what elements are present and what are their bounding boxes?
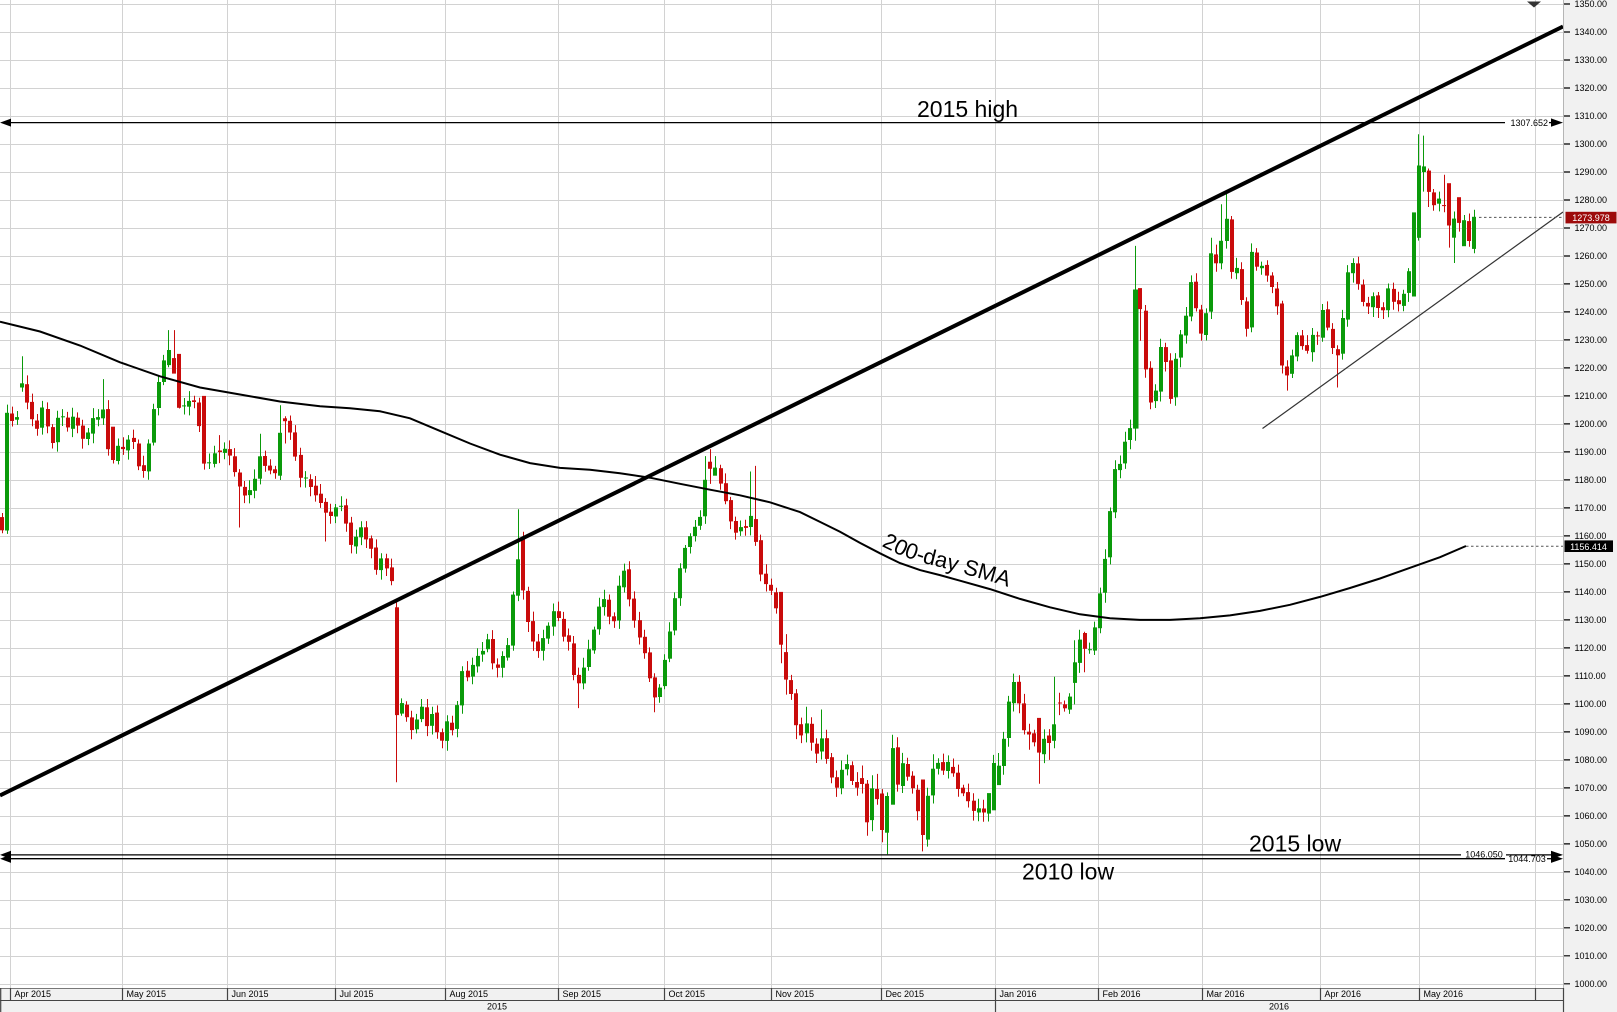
svg-text:Aug 2015: Aug 2015 <box>450 989 489 999</box>
svg-text:2015 low: 2015 low <box>1249 831 1341 857</box>
svg-text:1260.00: 1260.00 <box>1575 251 1608 261</box>
svg-text:Apr 2015: Apr 2015 <box>15 989 52 999</box>
svg-text:1046.050: 1046.050 <box>1465 849 1503 859</box>
svg-text:Sep 2015: Sep 2015 <box>563 989 602 999</box>
svg-text:1273.978: 1273.978 <box>1572 213 1610 223</box>
svg-text:May 2015: May 2015 <box>127 989 167 999</box>
svg-text:1110.00: 1110.00 <box>1575 671 1606 681</box>
svg-text:1040.00: 1040.00 <box>1575 867 1608 877</box>
svg-text:1240.00: 1240.00 <box>1575 307 1608 317</box>
svg-text:1230.00: 1230.00 <box>1575 335 1608 345</box>
svg-text:1280.00: 1280.00 <box>1575 195 1608 205</box>
svg-text:1190.00: 1190.00 <box>1575 447 1607 457</box>
svg-text:1160.00: 1160.00 <box>1575 531 1607 541</box>
svg-text:1270.00: 1270.00 <box>1575 223 1608 233</box>
svg-text:Apr 2016: Apr 2016 <box>1325 989 1362 999</box>
svg-text:1090.00: 1090.00 <box>1575 727 1608 737</box>
svg-text:1020.00: 1020.00 <box>1575 923 1608 933</box>
svg-text:Jun 2015: Jun 2015 <box>232 989 269 999</box>
svg-text:1070.00: 1070.00 <box>1575 783 1608 793</box>
svg-text:1050.00: 1050.00 <box>1575 839 1608 849</box>
svg-text:1010.00: 1010.00 <box>1575 951 1608 961</box>
svg-text:1000.00: 1000.00 <box>1575 979 1608 989</box>
svg-text:1200.00: 1200.00 <box>1575 419 1608 429</box>
svg-text:1250.00: 1250.00 <box>1575 279 1608 289</box>
svg-text:1156.414: 1156.414 <box>1570 542 1607 552</box>
svg-text:1300.00: 1300.00 <box>1575 139 1608 149</box>
svg-text:1044.703: 1044.703 <box>1508 854 1546 864</box>
svg-text:1340.00: 1340.00 <box>1575 27 1608 37</box>
svg-text:Jan 2016: Jan 2016 <box>1000 989 1037 999</box>
svg-text:Jul 2015: Jul 2015 <box>340 989 374 999</box>
svg-text:1060.00: 1060.00 <box>1575 811 1608 821</box>
svg-text:2015 high: 2015 high <box>917 96 1018 122</box>
svg-text:1350.00: 1350.00 <box>1575 0 1608 9</box>
svg-text:1307.652: 1307.652 <box>1510 118 1548 128</box>
svg-text:1220.00: 1220.00 <box>1575 363 1608 373</box>
svg-text:1210.00: 1210.00 <box>1575 391 1608 401</box>
svg-text:1310.00: 1310.00 <box>1575 111 1608 121</box>
svg-text:1080.00: 1080.00 <box>1575 755 1608 765</box>
svg-text:Nov 2015: Nov 2015 <box>776 989 815 999</box>
svg-text:1140.00: 1140.00 <box>1575 587 1607 597</box>
svg-text:2015: 2015 <box>487 1002 507 1012</box>
svg-text:Oct 2015: Oct 2015 <box>669 989 706 999</box>
svg-text:May 2016: May 2016 <box>1424 989 1464 999</box>
svg-text:1320.00: 1320.00 <box>1575 83 1608 93</box>
svg-text:1030.00: 1030.00 <box>1575 895 1608 905</box>
svg-text:Mar 2016: Mar 2016 <box>1207 989 1245 999</box>
svg-text:Feb 2016: Feb 2016 <box>1103 989 1141 999</box>
svg-text:2010 low: 2010 low <box>1022 859 1114 885</box>
svg-text:1290.00: 1290.00 <box>1575 167 1608 177</box>
svg-text:2016: 2016 <box>1269 1002 1289 1012</box>
svg-text:1180.00: 1180.00 <box>1575 475 1607 485</box>
svg-text:1330.00: 1330.00 <box>1575 55 1608 65</box>
svg-text:1130.00: 1130.00 <box>1575 615 1607 625</box>
svg-text:Dec 2015: Dec 2015 <box>886 989 925 999</box>
svg-text:1100.00: 1100.00 <box>1575 699 1607 709</box>
svg-text:1150.00: 1150.00 <box>1575 559 1607 569</box>
svg-text:1170.00: 1170.00 <box>1575 503 1607 513</box>
svg-text:1120.00: 1120.00 <box>1575 643 1607 653</box>
